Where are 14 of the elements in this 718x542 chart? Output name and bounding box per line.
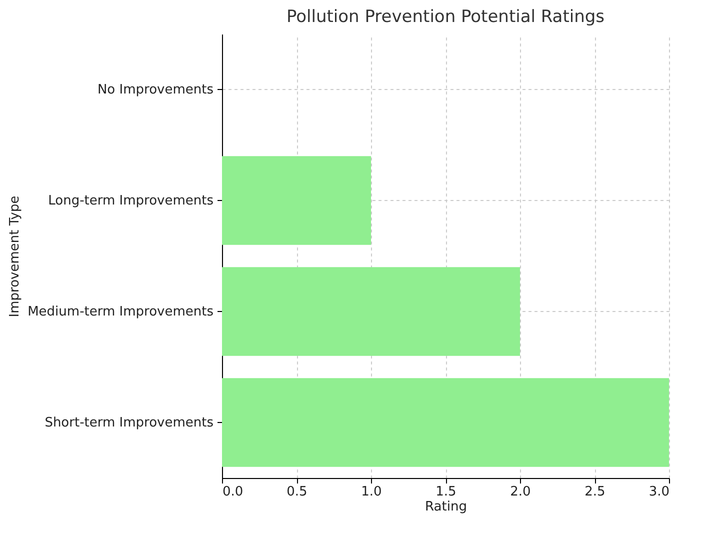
y-tick-label: Long-term Improvements — [48, 194, 214, 208]
x-axis-title: Rating — [425, 500, 467, 514]
y-tick-label: Short-term Improvements — [44, 416, 214, 430]
x-tick-label: 2.5 — [584, 484, 606, 500]
y-tick-label: Medium-term Improvements — [28, 304, 214, 320]
x-tick-label: 0.5 — [286, 484, 308, 500]
x-tick-label: 2.0 — [510, 484, 531, 500]
x-tick-label: 1.0 — [361, 484, 382, 500]
x-tick-label: 3.0 — [648, 484, 670, 500]
x-tick-label: 1.5 — [436, 484, 456, 500]
x-tick-label: 0.0 — [222, 484, 244, 500]
y-tick-label: No Improvements — [97, 82, 214, 98]
y-axis-title: Improvement Type — [8, 196, 23, 318]
chart-title: Pollution Prevention Potential Ratings — [286, 7, 605, 27]
